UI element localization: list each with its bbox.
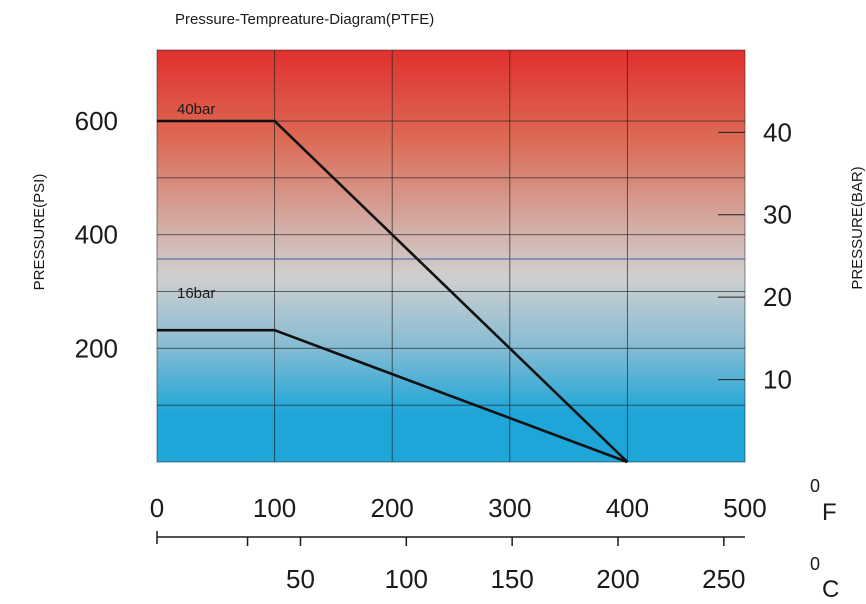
x-tick-f-300: 300 [488,493,531,523]
plot-area [157,50,745,462]
series-label-40bar: 40bar [177,101,215,118]
y-tick-psi-400: 400 [75,220,118,250]
y-axis-psi: 200 400 600 [75,106,118,363]
degree-mark-c: 0 [810,554,820,574]
x-tick-f-200: 200 [371,493,414,523]
unit-label-f: F [822,499,837,526]
y-axis-label-left: PRESSURE(PSI) [31,174,48,291]
x-tick-c-50: 50 [286,564,315,594]
y-axis-bar: 10 20 30 40 [763,117,792,394]
x-tick-c-150: 150 [490,564,533,594]
degree-mark-f: 0 [810,476,820,496]
y-tick-bar-40: 40 [763,117,792,147]
x-tick-f-500: 500 [723,493,766,523]
x-axis-fahrenheit: 0 100 200 300 400 500 [150,493,767,523]
x-tick-f-400: 400 [606,493,649,523]
x-tick-c-250: 250 [702,564,745,594]
x-axis-celsius: 50 100 150 200 250 [157,531,746,594]
x-tick-c-100: 100 [385,564,428,594]
y-tick-psi-600: 600 [75,106,118,136]
unit-label-c: C [822,576,839,603]
y-tick-bar-10: 10 [763,365,792,395]
y-tick-psi-200: 200 [75,333,118,363]
y-axis-label-right: PRESSURE(BAR) [849,166,866,289]
y-tick-bar-20: 20 [763,282,792,312]
chart-title: Pressure-Tempreature-Diagram(PTFE) [175,11,434,28]
x-tick-f-100: 100 [253,493,296,523]
x-tick-f-0: 0 [150,493,164,523]
y-tick-bar-30: 30 [763,200,792,230]
series-label-16bar: 16bar [177,285,215,302]
x-tick-c-200: 200 [596,564,639,594]
